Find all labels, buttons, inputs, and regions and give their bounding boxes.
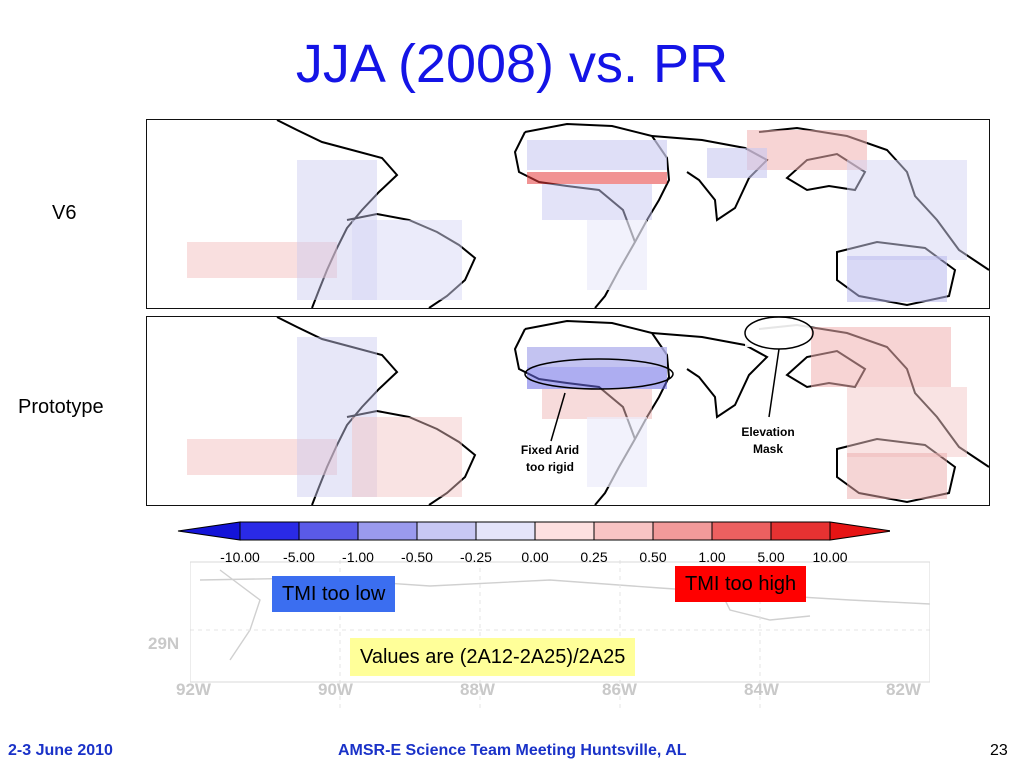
colorbar-segment xyxy=(239,521,300,541)
colorbar-segment xyxy=(770,521,831,541)
bg-lon-label: 92W xyxy=(176,680,211,699)
colorbar-tick-label: -0.50 xyxy=(401,549,433,565)
slide-title: JJA (2008) vs. PR xyxy=(295,34,729,94)
colorbar-segment xyxy=(652,521,713,541)
colorbar-tick-label: -5.00 xyxy=(283,549,315,565)
annotation-arid-line2: too rigid xyxy=(526,460,574,474)
map-v6-graphic xyxy=(187,120,989,308)
colorbar-segment xyxy=(475,521,536,541)
elevation-pointer xyxy=(768,348,780,418)
colorbar-tick-label: -0.25 xyxy=(460,549,492,565)
annotation-arid-line1: Fixed Arid xyxy=(520,443,580,457)
bg-lat-label: 29N xyxy=(148,634,180,653)
bg-lon-label: 88W xyxy=(460,680,495,699)
colorbar-segment xyxy=(593,521,654,541)
colorbar-tick-label: 0.50 xyxy=(639,549,667,565)
colorbar-tick-label: -1.00 xyxy=(342,549,374,565)
tmi-too-high-box: TMI too high xyxy=(675,566,807,602)
footer-page-number: 23 xyxy=(990,742,1008,759)
arid-pointer xyxy=(550,392,566,442)
colorbar-segment xyxy=(711,521,772,541)
colorbar-graphic xyxy=(177,521,893,541)
colorbar-tick-label: -10.00 xyxy=(220,549,260,565)
bg-lon-label: 86W xyxy=(602,680,637,699)
colorbar-tick-label: 10.00 xyxy=(812,549,848,565)
map-panel-v6 xyxy=(146,119,990,309)
colorbar-tick-label: 0.00 xyxy=(521,549,549,565)
panel-label-prototype: Prototype xyxy=(18,396,104,418)
tmi-too-low-box: TMI too low xyxy=(272,576,396,612)
bg-lon-label: 84W xyxy=(744,680,779,699)
footer-date: 2-3 June 2010 xyxy=(8,742,113,759)
bg-lon-label: 90W xyxy=(318,680,353,699)
colorbar-tick-label: 1.00 xyxy=(698,549,726,565)
map-prototype-graphic xyxy=(187,317,989,505)
annotation-elevation-line2: Mask xyxy=(752,442,784,456)
colorbar-segment xyxy=(416,521,477,541)
annotation-elevation-line1: Elevation xyxy=(741,425,795,439)
footer-meeting: AMSR-E Science Team Meeting Huntsville, … xyxy=(338,742,687,759)
colorbar-ticks: -10.00 -5.00 -1.00 -0.50 -0.25 0.00 0.25 0.50 1.… xyxy=(0,549,1024,567)
rain-bias-scatter xyxy=(187,130,967,302)
annotation-elevation: Elevation Mask xyxy=(726,424,810,458)
colorbar-high-arrow xyxy=(829,521,893,541)
bg-lon-label: 82W xyxy=(886,680,921,699)
colorbar-tick-label: 0.25 xyxy=(580,549,608,565)
map-panel-prototype xyxy=(146,316,990,506)
colorbar xyxy=(170,518,893,544)
colorbar-low-arrow xyxy=(177,521,241,541)
colorbar-tick-label: 5.00 xyxy=(757,549,785,565)
annotation-arid: Fixed Arid too rigid xyxy=(504,442,596,476)
colorbar-segment xyxy=(298,521,359,541)
annotation-pointers xyxy=(550,348,780,442)
panel-label-v6: V6 xyxy=(52,202,77,224)
formula-box: Values are (2A12-2A25)/2A25 xyxy=(350,638,636,676)
colorbar-segment xyxy=(534,521,595,541)
rain-bias-scatter xyxy=(187,317,967,499)
colorbar-segment xyxy=(357,521,418,541)
arid-ellipse xyxy=(524,358,674,390)
